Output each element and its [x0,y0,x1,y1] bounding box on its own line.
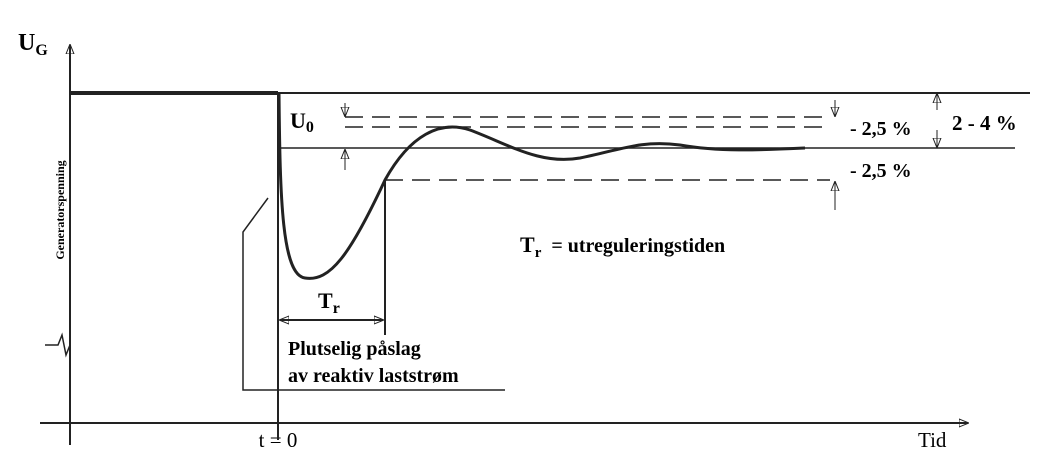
text-part: U [290,108,306,133]
text-part: r [333,300,340,317]
tr-label: Tr [318,288,340,317]
band-label: 2 - 4 % [952,111,1017,135]
tol-upper: - 2,5 % [850,118,912,140]
text-part: T [318,288,333,313]
tol-lower: - 2,5 % [850,160,912,182]
u0-label: U0 [290,108,314,136]
text-part: 0 [306,119,314,136]
x-axis-label: Tid [918,428,947,452]
y-axis-label: UG [18,30,48,59]
text-part: = utreguleringstiden [551,235,725,257]
tr-definition: Tr = utreguleringstiden [520,232,725,261]
text-part: U [18,30,35,56]
text-part: r [535,245,542,261]
text-part: G [35,42,48,59]
text-part: T [520,232,535,257]
axis-break [45,332,71,358]
event-leader [242,197,505,391]
response-curve [277,92,806,280]
y-axis-title: Generatorspenning [53,160,67,259]
event-line-1: Plutselig påslag [288,338,421,360]
event-line-2: av reaktiv laststrøm [288,365,459,387]
